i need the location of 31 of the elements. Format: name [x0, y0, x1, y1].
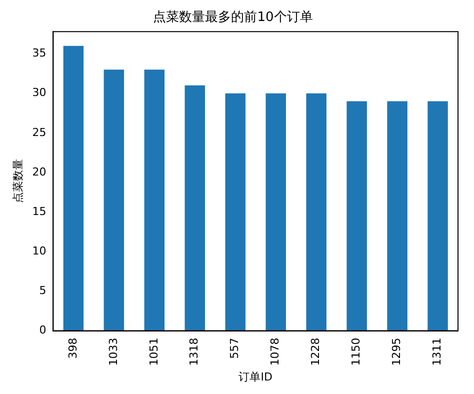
bar	[306, 93, 326, 331]
x-tick-label: 1228	[309, 338, 322, 366]
bar	[184, 85, 205, 331]
y-tick-label: 15	[32, 204, 46, 218]
x-tick-label: 1150	[350, 338, 363, 366]
chart-title: 点菜数量最多的前10个订单	[153, 10, 313, 26]
y-axis-title: 点菜数量	[11, 159, 24, 204]
y-tick-label: 35	[32, 46, 46, 60]
x-axis-title: 订单ID	[238, 370, 272, 384]
x-tick-label: 1318	[188, 338, 201, 366]
x-tick-label: 1051	[147, 338, 160, 366]
bar	[63, 46, 84, 331]
bar	[144, 70, 165, 331]
bar	[428, 101, 448, 331]
y-tick-label: 30	[32, 86, 46, 100]
y-tick-label: 0	[39, 324, 46, 337]
y-tick-label: 25	[32, 126, 46, 139]
x-tick-label: 1033	[106, 338, 120, 366]
y-tick-label: 10	[32, 244, 46, 258]
bar	[346, 101, 367, 331]
bar	[225, 93, 246, 331]
bar	[266, 93, 286, 331]
bar	[387, 101, 408, 331]
x-tick-label: 1311	[430, 338, 444, 366]
x-tick-label: 1295	[390, 338, 404, 366]
x-tick-label: 557	[228, 338, 242, 359]
bar	[104, 70, 124, 331]
y-tick-label: 20	[32, 165, 46, 178]
x-tick-label: 1078	[268, 338, 282, 366]
x-tick-label: 398	[66, 338, 80, 359]
y-tick-label: 5	[39, 284, 46, 298]
